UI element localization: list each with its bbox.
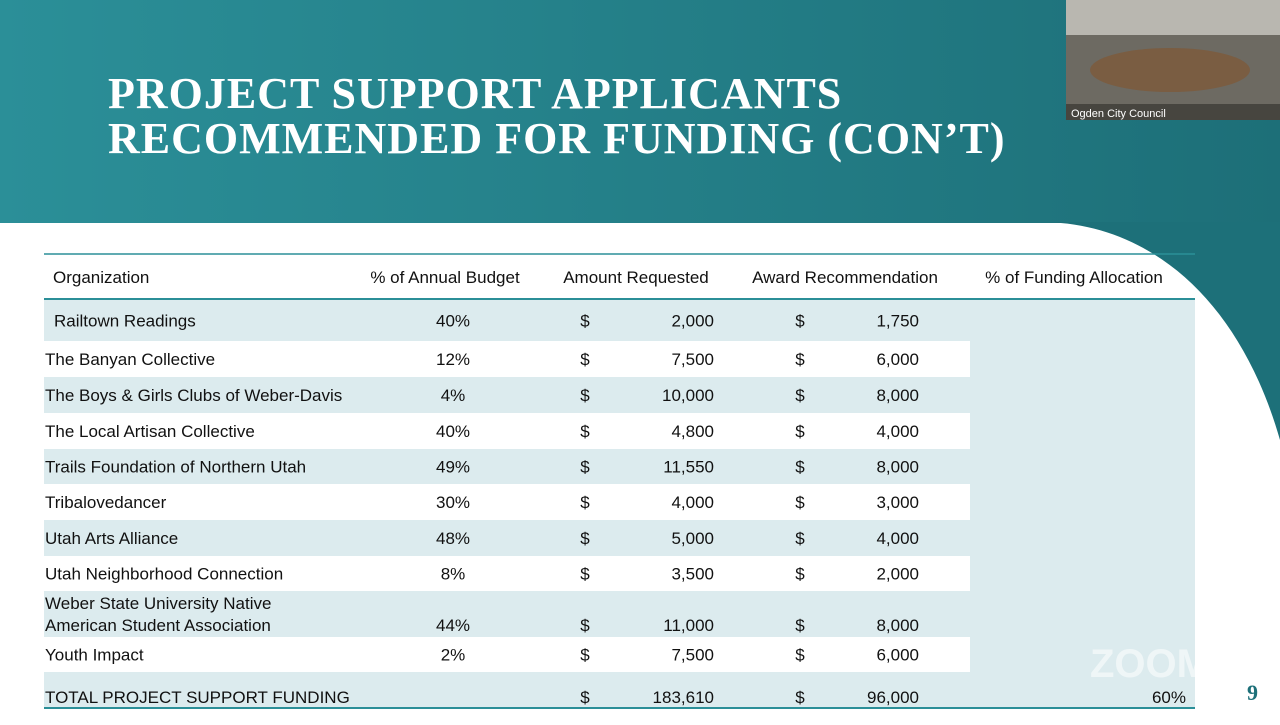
cell-text: $ — [795, 565, 805, 584]
total-cell: 183,610 — [653, 688, 714, 707]
cell-text: $ — [580, 493, 590, 512]
cell-text: Tribalovedancer — [45, 493, 167, 512]
cell-text: 48% — [436, 529, 470, 548]
cell-text: 11,000 — [663, 616, 714, 635]
cell-text: $ — [795, 350, 805, 369]
column-header: % of Funding Allocation — [985, 268, 1163, 287]
cell-text: $ — [580, 616, 590, 635]
cell-text: 8,000 — [876, 458, 919, 477]
cell-text: 11,550 — [663, 458, 714, 477]
row-band — [44, 413, 970, 449]
cell-text: 4,000 — [671, 493, 714, 512]
cell-text: Utah Arts Alliance — [45, 529, 178, 548]
cell-text: The Banyan Collective — [45, 350, 215, 369]
slide-title: RECOMMENDED FOR FUNDING (CON’T) — [108, 114, 1006, 163]
cell-text: The Boys & Girls Clubs of Weber-Davis — [45, 386, 342, 405]
cell-text: $ — [795, 422, 805, 441]
cell-text: Weber State University Native — [45, 594, 271, 613]
cell-text: 8,000 — [876, 616, 919, 635]
cell-text: 5,000 — [671, 529, 714, 548]
video-label-bg — [1066, 104, 1280, 120]
cell-text: 4% — [441, 386, 466, 405]
cell-text: 7,500 — [671, 646, 714, 665]
page-number: 9 — [1247, 680, 1258, 705]
cell-text: $ — [795, 529, 805, 548]
cell-text: $ — [795, 312, 805, 331]
cell-text: 4,000 — [876, 529, 919, 548]
cell-text: $ — [580, 529, 590, 548]
cell-text: 7,500 — [671, 350, 714, 369]
cell-text: American Student Association — [45, 616, 271, 635]
cell-text: 49% — [436, 458, 470, 477]
cell-text: $ — [795, 493, 805, 512]
cell-text: $ — [580, 646, 590, 665]
total-cell: 96,000 — [867, 688, 919, 707]
cell-text: 8,000 — [876, 386, 919, 405]
cell-text: 2,000 — [876, 565, 919, 584]
cell-text: 10,000 — [662, 386, 714, 405]
cell-text: Trails Foundation of Northern Utah — [45, 458, 306, 477]
cell-text: 8% — [441, 565, 466, 584]
cell-text: $ — [580, 386, 590, 405]
column-header: Amount Requested — [563, 268, 709, 287]
column-header: Award Recommendation — [752, 268, 938, 287]
cell-text: $ — [795, 616, 805, 635]
total-cell: $ — [580, 688, 590, 707]
cell-text: 2,000 — [671, 312, 714, 331]
corner-curve — [1040, 222, 1280, 440]
cell-text: 40% — [436, 422, 470, 441]
cell-text: $ — [795, 646, 805, 665]
total-cell: 60% — [1152, 688, 1186, 707]
cell-text: 3,000 — [876, 493, 919, 512]
column-header: % of Annual Budget — [370, 268, 520, 287]
video-table — [1090, 48, 1250, 92]
cell-text: 4,800 — [671, 422, 714, 441]
cell-text: 3,500 — [671, 565, 714, 584]
row-band — [44, 341, 970, 377]
cell-text: $ — [580, 458, 590, 477]
video-label: Ogden City Council — [1071, 108, 1166, 120]
cell-text: The Local Artisan Collective — [45, 422, 255, 441]
total-cell: $ — [795, 688, 805, 707]
video-wall — [1066, 0, 1280, 35]
cell-text: 6,000 — [876, 350, 919, 369]
cell-text: Utah Neighborhood Connection — [45, 565, 283, 584]
cell-text: 44% — [436, 616, 470, 635]
row-band — [44, 556, 970, 591]
zoom-watermark: ZOOM — [1090, 642, 1210, 686]
cell-text: 40% — [436, 312, 470, 331]
cell-text: 1,750 — [876, 312, 919, 331]
total-cell: TOTAL PROJECT SUPPORT FUNDING — [45, 688, 350, 707]
cell-text: Youth Impact — [45, 646, 144, 665]
cell-text: Railtown Readings — [54, 312, 196, 331]
row-band — [44, 637, 970, 672]
cell-text: $ — [795, 386, 805, 405]
cell-text: $ — [795, 458, 805, 477]
cell-text: 30% — [436, 493, 470, 512]
cell-text: 12% — [436, 350, 470, 369]
cell-text: 6,000 — [876, 646, 919, 665]
cell-text: $ — [580, 565, 590, 584]
slide-title: PROJECT SUPPORT APPLICANTS — [108, 69, 842, 118]
cell-text: 2% — [441, 646, 466, 665]
cell-text: $ — [580, 312, 590, 331]
cell-text: $ — [580, 422, 590, 441]
cell-text: $ — [580, 350, 590, 369]
column-header: Organization — [53, 268, 149, 287]
cell-text: 4,000 — [876, 422, 919, 441]
row-band — [44, 484, 970, 520]
video-thumbnail: Ogden City Council — [1066, 0, 1280, 120]
